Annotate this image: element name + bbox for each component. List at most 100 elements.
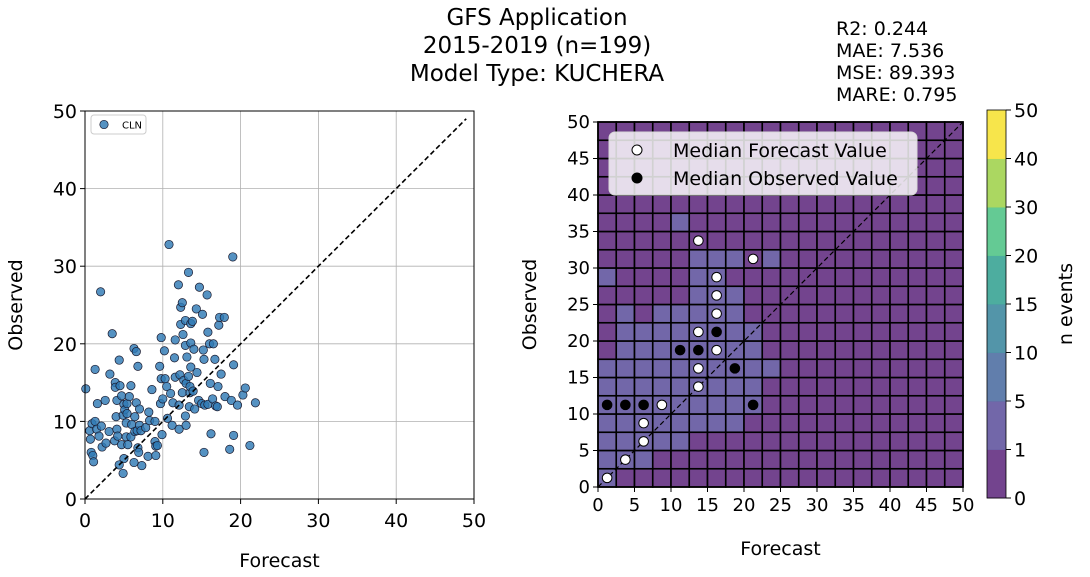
median-observed-point: [620, 399, 631, 411]
colorbar-label: n events: [1055, 263, 1077, 345]
heatmap-cell: [597, 376, 618, 397]
heatmap-cell: [724, 212, 745, 233]
heatmap-cell: [779, 431, 800, 452]
scatter-point: [113, 431, 123, 441]
heatmap-cell: [943, 449, 964, 470]
heatmap-cell: [615, 431, 636, 452]
scatter-point: [143, 451, 153, 461]
y-tick-label: 35: [567, 222, 590, 243]
x-tick-label: 20: [733, 495, 756, 516]
heatmap-cell: [852, 449, 873, 470]
scatter-point: [131, 347, 141, 357]
heatmap-cell: [943, 230, 964, 251]
scatter-point: [147, 385, 157, 395]
heatmap-cell: [852, 285, 873, 306]
heatmap-cell: [870, 321, 891, 342]
scatter-point: [186, 362, 196, 372]
median-observed-point: [747, 399, 759, 411]
heatmap-cell: [688, 449, 709, 470]
heatmap-cell: [925, 321, 946, 342]
heatmap-cell: [834, 212, 855, 233]
heatmap-cell: [779, 212, 800, 233]
heatmap-cell: [797, 194, 818, 215]
y-tick-label: 45: [567, 149, 590, 170]
heatmap-cell: [743, 303, 764, 324]
figure-title-line-1: GFS Application: [446, 5, 628, 31]
heatmap-cell: [797, 467, 818, 488]
scatter-point: [90, 364, 100, 374]
heatmap-cell: [816, 358, 837, 379]
heatmap-cell: [797, 212, 818, 233]
heatmap-cell: [852, 321, 873, 342]
heatmap-cell: [724, 267, 745, 288]
heatmap-cell: [633, 467, 654, 488]
one-to-one-line: [84, 118, 467, 500]
colorbar-segment: [987, 304, 1006, 353]
heatmap-cell: [870, 285, 891, 306]
heatmap-cell: [834, 194, 855, 215]
heatmap-cell: [724, 467, 745, 488]
heatmap-cell: [816, 267, 837, 288]
heatmap-cell: [907, 194, 928, 215]
legend: CLN: [90, 114, 147, 135]
heatmap-cell: [797, 394, 818, 415]
heatmap-cell: [779, 449, 800, 470]
scatter-point: [164, 239, 174, 250]
scatter-point: [206, 429, 216, 439]
heatmap-cell: [925, 303, 946, 324]
median-forecast-point: [693, 235, 704, 246]
heatmap-cell: [633, 376, 654, 397]
heatmap-cell: [633, 248, 654, 269]
heatmap-cell: [615, 376, 636, 397]
heatmap-cell: [907, 285, 928, 306]
heatmap-cell: [779, 267, 800, 288]
median-forecast-point: [620, 454, 631, 465]
heatmap-cell: [597, 212, 618, 233]
y-tick-label: 40: [567, 185, 590, 206]
median-observed-point: [674, 344, 686, 356]
heatmap-cell: [925, 431, 946, 452]
heatmap-cell: [925, 212, 946, 233]
scatter-point: [126, 381, 136, 391]
heatmap-cell: [761, 340, 782, 361]
scatter-point: [199, 354, 209, 364]
heatmap-cell: [743, 449, 764, 470]
heatmap-cell: [615, 285, 636, 306]
heatmap-cell: [889, 267, 910, 288]
heatmap-cell: [816, 285, 837, 306]
scatter-point: [105, 369, 115, 379]
heatmap-cell: [889, 467, 910, 488]
heatmap-cell: [925, 267, 946, 288]
x-tick-label: 40: [879, 495, 902, 516]
scatter-point: [160, 374, 170, 384]
heatmap-cell: [834, 358, 855, 379]
x-tick-label: 20: [229, 510, 253, 532]
heatmap-cell: [597, 194, 618, 215]
heatmap-cell: [779, 194, 800, 215]
scatter-point: [197, 309, 208, 319]
colorbar-segment: [987, 449, 1006, 499]
heatmap-cell: [688, 303, 709, 324]
heatmap-cell: [907, 230, 928, 251]
heatmap-cell: [633, 194, 654, 215]
scatter-point: [92, 399, 102, 409]
heatmap-cell: [597, 358, 618, 379]
heatmap-cell: [834, 285, 855, 306]
x-tick-label: 10: [660, 495, 683, 516]
colorbar-segment: [987, 401, 1006, 450]
scatter-point: [245, 440, 255, 451]
heatmap-cell: [651, 467, 672, 488]
heatmap-cell: [597, 321, 618, 342]
heatmap-cell: [688, 194, 709, 215]
scatter-point: [250, 398, 260, 408]
heatmap-cell: [852, 376, 873, 397]
scatter-point: [158, 394, 168, 404]
heatmap-cell: [651, 303, 672, 324]
scatter-chart: 0 10 20 30 40 50 0 10 20 30 40 50 Forecast Observed CL…: [5, 101, 486, 572]
scatter-point: [152, 440, 162, 451]
median-forecast-point: [747, 253, 759, 265]
heatmap-cell: [615, 212, 636, 233]
heatmap-cell: [870, 467, 891, 488]
heatmap-cell: [889, 449, 910, 470]
